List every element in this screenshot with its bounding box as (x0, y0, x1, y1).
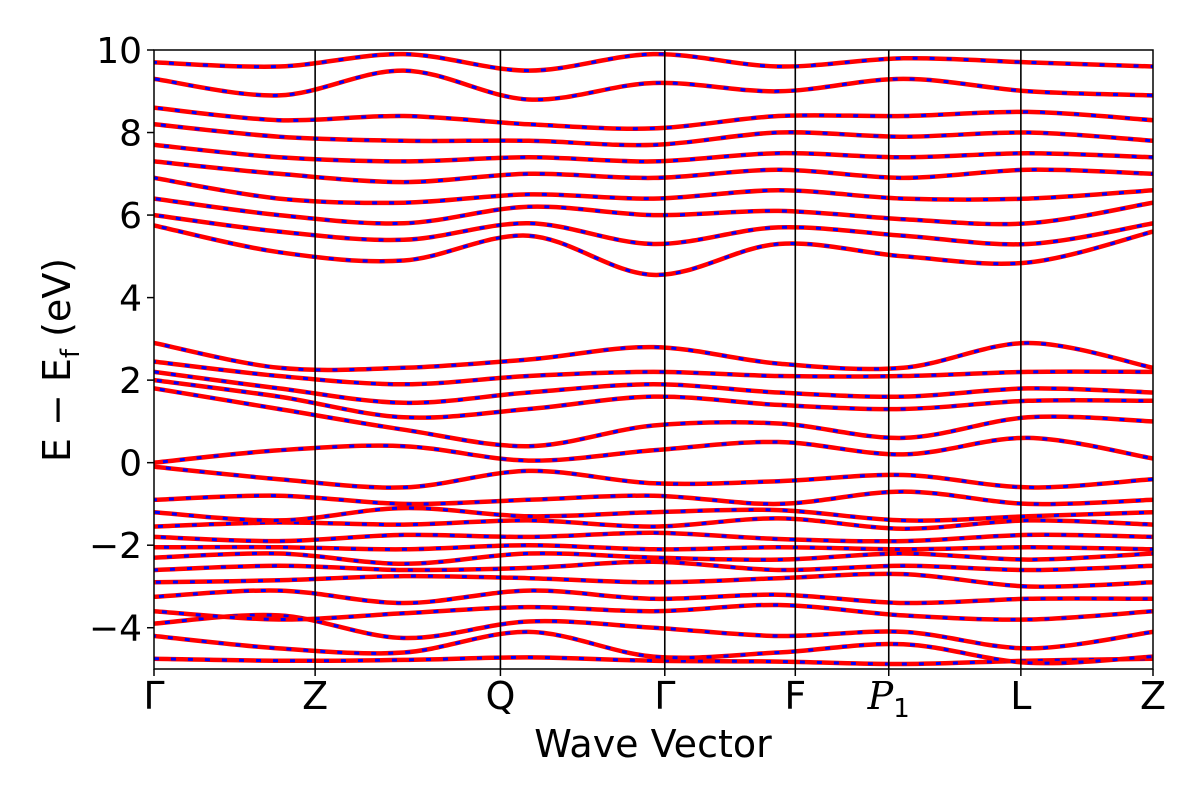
x-tick-label: P1 (867, 674, 910, 724)
band-line (154, 629, 1153, 666)
band-lines (154, 51, 1153, 667)
band-line (154, 612, 1153, 651)
band-line (154, 223, 1153, 278)
band-line-dashed (154, 122, 1153, 147)
x-tick-label: F (784, 674, 806, 718)
band-line-dashed (154, 197, 1153, 226)
band-line (154, 386, 1153, 449)
y-tick-label: 2 (119, 361, 142, 402)
x-tick-label: Γ (654, 674, 675, 718)
y-axis-label-sub: f (56, 348, 86, 358)
band-line-dashed (154, 506, 1153, 523)
band-line (154, 489, 1153, 507)
band-line (154, 369, 1153, 406)
band-line (154, 359, 1153, 387)
y-axis-ticks: −4 −2 0 2 4 6 8 10 (89, 31, 154, 650)
band-line-dashed (154, 378, 1153, 420)
y-tick-label: 4 (119, 279, 142, 320)
band-line (154, 551, 1153, 567)
x-tick-label: Z (1140, 674, 1166, 718)
band-line-dashed (154, 516, 1153, 531)
y-tick-label: 10 (96, 31, 142, 72)
band-line-dashed (154, 655, 1153, 666)
y-tick-label: −4 (89, 609, 142, 650)
band-line (154, 51, 1153, 73)
band-line-dashed (154, 106, 1153, 131)
band-line-dashed (154, 341, 1153, 372)
band-line-dashed (154, 436, 1153, 465)
band-line-dashed (154, 572, 1153, 589)
x-axis-ticks: Γ Z Q Γ F P1 L Z (143, 669, 1166, 724)
x-tick-label-sub: 1 (893, 694, 910, 724)
y-axis-label-unit: (eV) (35, 258, 79, 349)
y-tick-label: 0 (119, 444, 142, 485)
band-line-dashed (154, 560, 1153, 572)
band-line-dashed (154, 543, 1153, 551)
x-tick-label: Z (302, 674, 328, 718)
x-tick-label-main: P (867, 674, 895, 718)
y-tick-label: −2 (89, 526, 142, 567)
band-line-dashed (154, 588, 1153, 605)
band-line-dashed (154, 531, 1153, 543)
band-line (154, 175, 1153, 206)
x-tick-label: Γ (143, 674, 164, 718)
x-tick-label: L (1010, 674, 1031, 718)
y-tick-label: 8 (119, 114, 142, 155)
band-line-dashed (154, 603, 1153, 622)
y-tick-label: 6 (119, 196, 142, 237)
high-symmetry-lines (314, 50, 1022, 669)
y-axis-label-main: E − E (35, 358, 79, 462)
x-axis-label: Wave Vector (534, 722, 772, 766)
x-tick-label: Q (485, 674, 515, 718)
band-line (154, 159, 1153, 185)
band-line-dashed (154, 143, 1153, 163)
band-line (154, 68, 1153, 102)
axes-frame (153, 49, 1154, 670)
band-line-dashed (154, 213, 1153, 246)
band-line (154, 464, 1153, 490)
y-axis-label: E − Ef (eV) (35, 258, 86, 462)
